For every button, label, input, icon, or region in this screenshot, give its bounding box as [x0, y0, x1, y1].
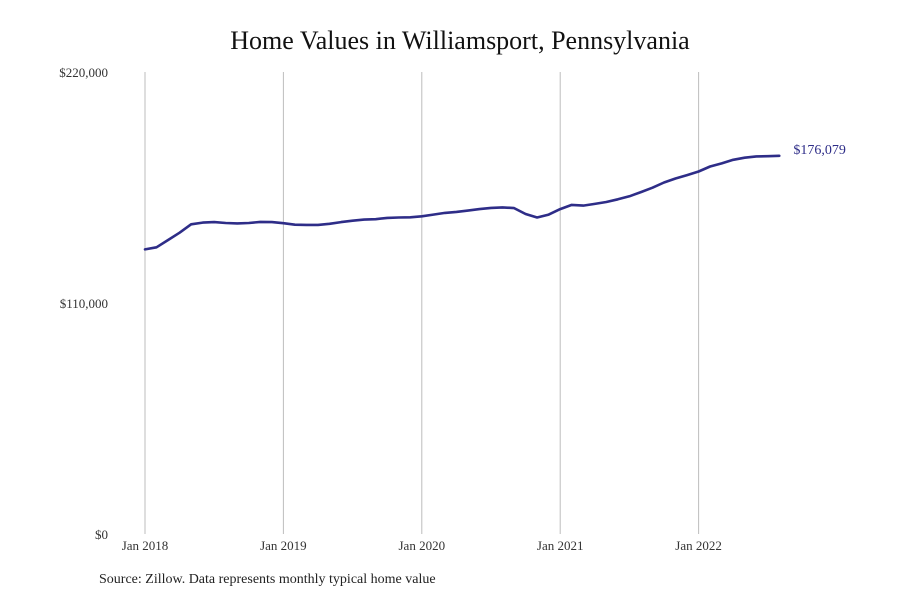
x-tick-label: Jan 2022	[675, 538, 722, 553]
y-tick-label: $220,000	[59, 65, 108, 80]
series-line	[143, 154, 781, 251]
x-tick-label: Jan 2019	[260, 538, 307, 553]
end-value-label: $176,079	[793, 143, 846, 158]
source-note: Source: Zillow. Data represents monthly …	[99, 572, 436, 587]
x-tick-label: Jan 2020	[399, 538, 446, 553]
x-tick-label: Jan 2021	[537, 538, 584, 553]
y-tick-label: $110,000	[60, 296, 108, 311]
x-tick-label: Jan 2018	[122, 538, 169, 553]
y-tick-label: $0	[95, 527, 108, 542]
chart-title: Home Values in Williamsport, Pennsylvani…	[230, 26, 690, 55]
